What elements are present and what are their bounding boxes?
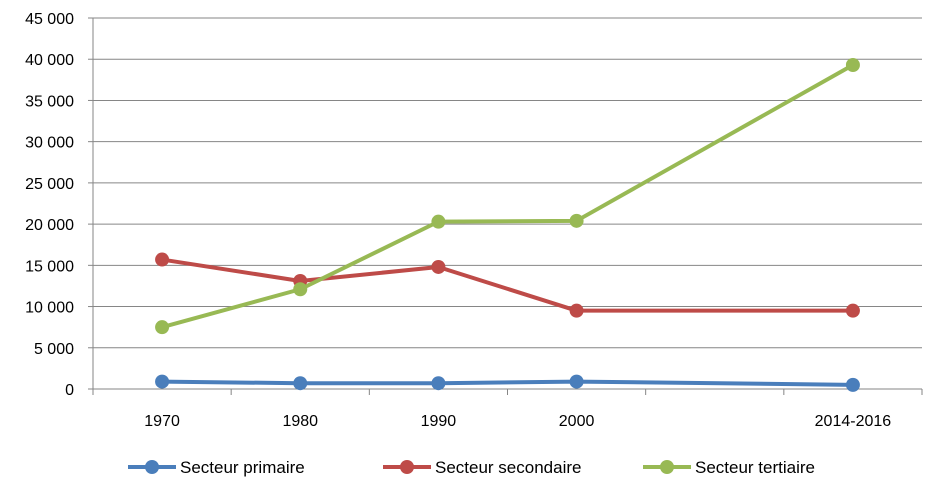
series-lines [155,57,860,392]
series-line [162,379,853,387]
y-tick-label: 0 [65,382,74,399]
data-point [845,57,860,72]
data-point [569,213,584,228]
legend-marker [660,460,674,474]
y-tick-label: 35 000 [25,93,74,110]
x-tick-label: 1980 [282,413,318,430]
y-tick-label: 25 000 [25,176,74,193]
y-tick-label: 5 000 [34,341,74,358]
legend-label: Secteur tertiaire [695,458,815,477]
data-point [845,303,860,318]
data-point [431,376,446,391]
series-line [161,257,853,313]
legend-marker [400,460,414,474]
data-point [293,376,308,391]
y-tick-label: 45 000 [25,11,74,28]
data-point [569,374,584,389]
data-point [431,259,446,274]
y-tick-label: 20 000 [25,217,74,234]
legend: Secteur primaire Secteur secondaire Secteu… [128,458,815,477]
gridlines [93,17,922,349]
x-tick-label: 2014-2016 [815,413,892,430]
legend-label: Secteur primaire [180,458,305,477]
y-tick-label: 30 000 [25,135,74,152]
data-point [155,252,170,267]
legend-marker [145,460,159,474]
x-tick-label: 1970 [144,413,180,430]
data-point [155,374,170,389]
data-point [431,214,446,229]
y-tick-label: 15 000 [25,258,74,275]
y-tick-label: 10 000 [25,300,74,317]
x-tick-label: 1990 [421,413,457,430]
data-point [155,320,170,335]
data-point [569,303,584,318]
x-axis-tick-labels: 1970 1980 1990 2000 2014-2016 [144,413,891,430]
data-point [845,377,860,392]
data-point [293,282,308,297]
legend-label: Secteur secondaire [435,458,581,477]
axes [88,17,923,395]
y-axis-tick-labels: 0 5 000 10 000 15 000 20 000 25 000 30 000 35 0… [25,11,74,399]
x-tick-label: 2000 [559,413,595,430]
y-tick-label: 40 000 [25,52,74,69]
